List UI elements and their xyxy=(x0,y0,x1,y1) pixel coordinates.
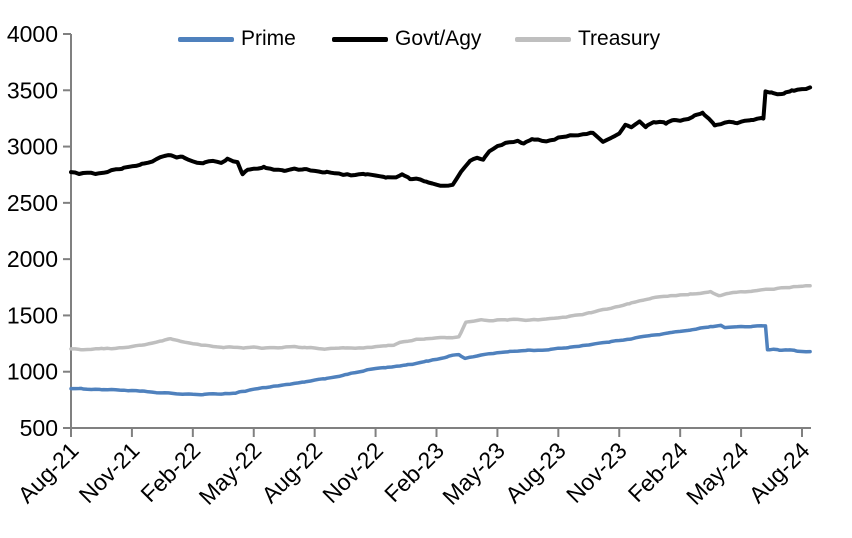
y-axis-tick-label: 1000 xyxy=(7,359,58,385)
x-axis-tick-label: Nov-23 xyxy=(561,437,632,508)
x-axis-tick-label: Feb-23 xyxy=(379,437,449,507)
legend-label-govt-agy: Govt/Agy xyxy=(395,27,482,50)
legend-label-prime: Prime xyxy=(241,27,296,50)
x-axis-tick-label: Nov-22 xyxy=(317,437,388,508)
y-axis-tick-label: 2500 xyxy=(7,190,58,216)
y-axis-tick-label: 1500 xyxy=(7,302,58,328)
x-axis-tick-label: Aug-22 xyxy=(256,437,327,508)
x-axis-tick-label: Nov-21 xyxy=(74,437,145,508)
x-axis-tick-label: Feb-24 xyxy=(623,437,693,507)
series-line-treasury xyxy=(69,283,812,352)
y-axis-tick-label: 500 xyxy=(20,415,58,441)
y-axis-tick-label: 3500 xyxy=(7,77,58,103)
legend-item-treasury: Treasury xyxy=(515,26,660,52)
x-axis-tick-label: May-24 xyxy=(681,437,754,510)
legend-label-treasury: Treasury xyxy=(578,27,661,50)
x-axis-tick-label: Aug-23 xyxy=(500,437,571,508)
y-axis-tick-label: 4000 xyxy=(7,21,58,47)
x-axis-tick-label: May-22 xyxy=(194,437,267,510)
series-line-prime xyxy=(69,323,812,397)
x-axis-tick-label: May-23 xyxy=(437,437,510,510)
treasury-line-swatch xyxy=(515,36,571,42)
x-axis-labels: Aug-21Nov-21Feb-22May-22Aug-22Nov-22Feb-… xyxy=(13,437,815,510)
y-axis-tick-label: 3000 xyxy=(7,134,58,160)
y-axis-labels: 4000 3500 3000 2500 2000 1500 1000 500 xyxy=(7,21,58,441)
prime-line-swatch xyxy=(178,36,234,42)
series-line-govt-agy xyxy=(69,85,813,188)
legend-item-govt-agy: Govt/Agy xyxy=(332,26,481,52)
axes xyxy=(63,33,811,437)
legend-item-prime: Prime xyxy=(178,26,296,52)
govt-agy-line-swatch xyxy=(332,36,388,42)
y-axis-tick-label: 2000 xyxy=(7,246,58,272)
x-axis-tick-label: Aug-24 xyxy=(744,437,815,508)
chart-legend: Prime Govt/Agy Treasury xyxy=(0,26,852,52)
x-axis-tick-label: Aug-21 xyxy=(13,437,84,508)
series-lines xyxy=(69,85,813,397)
x-axis-tick-label: Feb-22 xyxy=(135,437,205,507)
